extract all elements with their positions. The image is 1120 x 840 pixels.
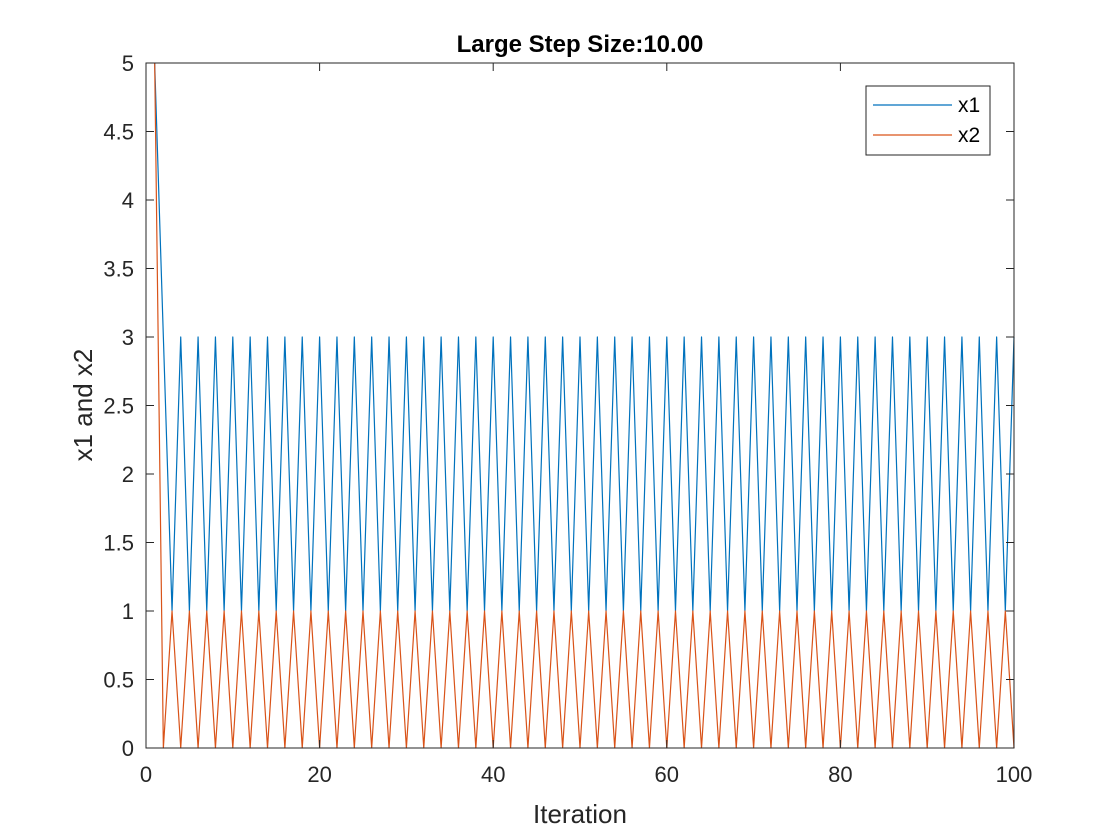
ticks-layer: 0 20 40 60 80 100 0 0.5 1 1.5 2 2.5 3 3.5 4 4.5 5 bbox=[103, 51, 1032, 787]
y-tick-label: 0 bbox=[122, 736, 134, 761]
x-tick-label: 60 bbox=[655, 762, 679, 787]
x-tick-label: 100 bbox=[996, 762, 1033, 787]
y-tick-label: 2.5 bbox=[103, 394, 134, 419]
y-tick-label: 5 bbox=[122, 51, 134, 76]
y-tick-label: 3.5 bbox=[103, 257, 134, 282]
y-tick-label: 3 bbox=[122, 325, 134, 350]
plot-area bbox=[146, 63, 1014, 748]
series-line-x2 bbox=[154, 62, 1015, 749]
legend-label-x1: x1 bbox=[958, 94, 980, 117]
legend: x1 x2 bbox=[865, 85, 991, 156]
x-axis-label: Iteration bbox=[533, 799, 627, 829]
series-layer bbox=[154, 62, 1015, 749]
legend-label-x2: x2 bbox=[958, 124, 980, 147]
legend-box bbox=[865, 85, 991, 156]
y-tick-label: 2 bbox=[122, 462, 134, 487]
y-tick-label: 1.5 bbox=[103, 531, 134, 556]
x-tick-label: 20 bbox=[307, 762, 331, 787]
y-tick-label: 1 bbox=[122, 599, 134, 624]
x-tick-label: 40 bbox=[481, 762, 505, 787]
x-tick-label: 0 bbox=[140, 762, 152, 787]
y-tick-label: 0.5 bbox=[103, 668, 134, 693]
chart-title: Large Step Size:10.00 bbox=[457, 31, 704, 58]
series-line-x1 bbox=[154, 62, 1015, 612]
x-tick-label: 80 bbox=[828, 762, 852, 787]
y-axis-label: x1 and x2 bbox=[68, 349, 98, 462]
y-tick-label: 4.5 bbox=[103, 120, 134, 145]
y-tick-label: 4 bbox=[122, 188, 134, 213]
